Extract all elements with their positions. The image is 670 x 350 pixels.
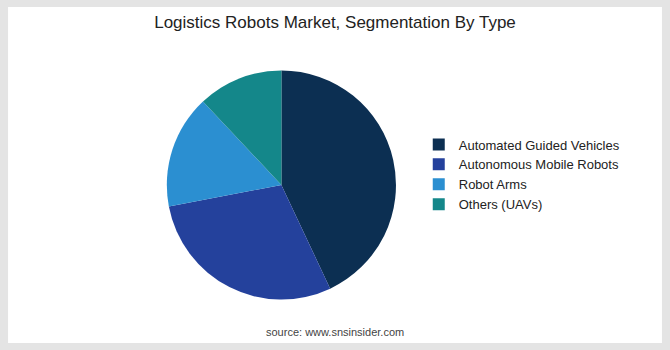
- svg-text:Autonomous Mobile Robots: Autonomous Mobile Robots: [459, 157, 619, 172]
- svg-text:Automated Guided Vehicles: Automated Guided Vehicles: [459, 138, 620, 153]
- svg-text:Robot Arms: Robot Arms: [459, 177, 527, 192]
- svg-text:source: www.snsinsider.com: source: www.snsinsider.com: [266, 326, 404, 338]
- svg-text:Others (UAVs): Others (UAVs): [459, 197, 543, 212]
- svg-text:Logistics Robots Market, Segme: Logistics Robots Market, Segmentation By…: [154, 13, 516, 32]
